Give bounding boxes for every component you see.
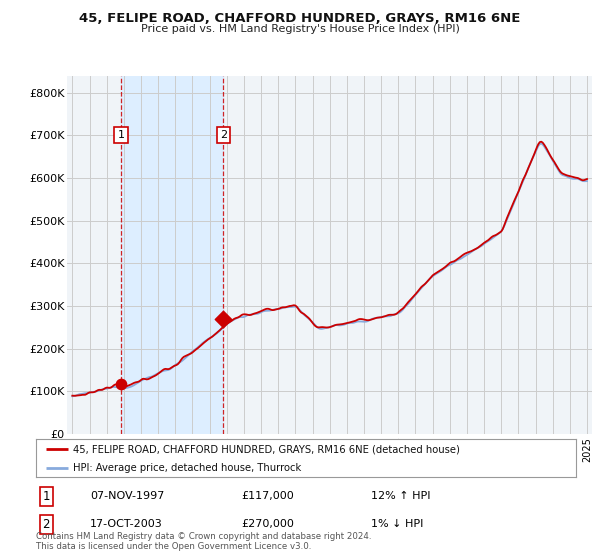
Point [218,314,228,323]
Text: 1: 1 [118,130,125,141]
Text: £270,000: £270,000 [241,519,294,529]
Text: 2: 2 [43,519,50,531]
Text: 17-OCT-2003: 17-OCT-2003 [90,519,163,529]
Text: 1: 1 [43,490,50,503]
Text: £117,000: £117,000 [241,491,294,501]
Text: 12% ↑ HPI: 12% ↑ HPI [371,491,430,501]
Bar [121,76,223,434]
Point [116,380,126,389]
Text: Price paid vs. HM Land Registry's House Price Index (HPI): Price paid vs. HM Land Registry's House … [140,24,460,34]
Text: 2: 2 [220,130,227,141]
Text: Contains HM Land Registry data © Crown copyright and database right 2024.
This d: Contains HM Land Registry data © Crown c… [36,532,371,552]
Text: 1% ↓ HPI: 1% ↓ HPI [371,519,423,529]
Text: 07-NOV-1997: 07-NOV-1997 [90,491,164,501]
Text: 45, FELIPE ROAD, CHAFFORD HUNDRED, GRAYS, RM16 6NE (detached house): 45, FELIPE ROAD, CHAFFORD HUNDRED, GRAYS… [73,444,460,454]
Text: HPI: Average price, detached house, Thurrock: HPI: Average price, detached house, Thur… [73,463,301,473]
Text: 45, FELIPE ROAD, CHAFFORD HUNDRED, GRAYS, RM16 6NE: 45, FELIPE ROAD, CHAFFORD HUNDRED, GRAYS… [79,12,521,25]
